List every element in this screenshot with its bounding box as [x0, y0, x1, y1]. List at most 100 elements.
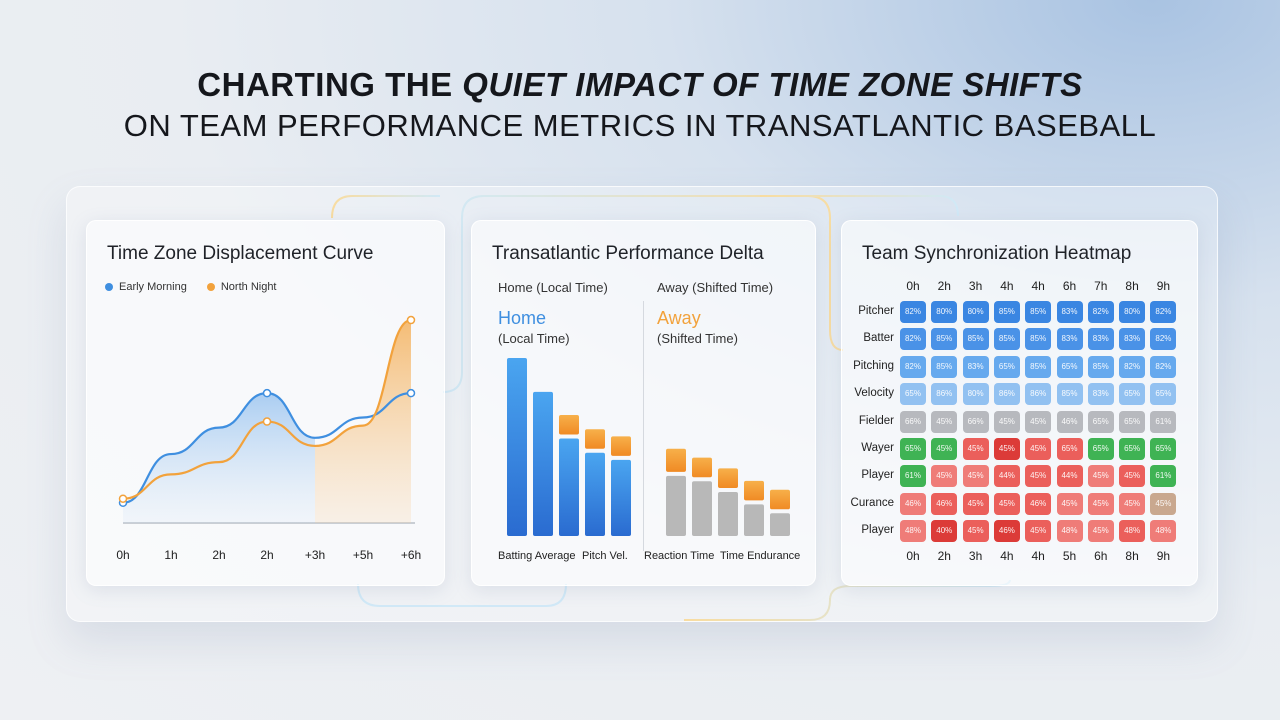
series-0-point-6: [406, 388, 416, 398]
heatmap-cell-6-1: 45%: [931, 465, 958, 488]
heatmap-cell-3-0: 65%: [900, 383, 926, 406]
heatmap-cell-3-4: 86%: [1025, 383, 1052, 406]
heatmap-row-label-6: Player: [861, 469, 894, 482]
away-bar-3: [744, 504, 764, 536]
heatmap-cell-1-1: 85%: [931, 328, 958, 351]
heatmap-cell-5-6: 65%: [1087, 438, 1114, 460]
away-bar-cap-0: [666, 448, 686, 472]
heatmap-cell-5-7: 65%: [1119, 438, 1146, 460]
home-label: Home: [498, 308, 547, 328]
heatmap-cell-6-5: 44%: [1056, 465, 1083, 488]
heatmap-cell-8-8: 48%: [1150, 520, 1177, 543]
heatmap-row-label-7: Curance: [850, 496, 894, 509]
category-label-0: Batting Average: [498, 550, 575, 562]
displacement-title: Time Zone Displacement Curve: [107, 243, 374, 264]
home-bar-0: [507, 358, 527, 536]
heatmap-cell-0-1: 80%: [931, 301, 958, 323]
heatmap-cell-0-5: 83%: [1056, 301, 1083, 323]
heatmap-col-top-7: 8h: [1125, 279, 1139, 293]
heatmap-cell-7-0: 46%: [900, 492, 926, 515]
heatmap-cell-2-1: 85%: [931, 355, 958, 378]
heatmap-cell-7-8: 45%: [1150, 492, 1177, 515]
heatmap-cell-1-4: 85%: [1025, 328, 1052, 351]
legend-item-north: North Night: [206, 281, 277, 293]
heatmap-cell-1-2: 85%: [962, 328, 989, 351]
heatmap-col-top-2: 3h: [968, 279, 983, 293]
heatmap-cell-1-3: 85%: [993, 328, 1020, 351]
heatmap-col-top-5: 6h: [1062, 279, 1077, 293]
heatmap-col-top-6: 7h: [1094, 279, 1108, 293]
heatmap-cell-8-3: 46%: [993, 520, 1020, 543]
heatmap-cell-6-3: 44%: [993, 465, 1020, 488]
heatmap-cell-7-5: 45%: [1056, 492, 1083, 515]
heatmap-col-bottom-2: 3h: [968, 549, 983, 563]
heatmap-cell-0-2: 80%: [962, 301, 989, 323]
heatmap-cell-3-7: 65%: [1119, 383, 1146, 406]
home-bar-3: [585, 452, 605, 536]
legend-dot-blue: [105, 283, 113, 291]
heatmap-cell-3-5: 85%: [1056, 383, 1083, 406]
series-line-1: [122, 318, 412, 500]
heatmap-cell-7-3: 45%: [993, 492, 1020, 515]
heatmap-cell-4-0: 66%: [900, 410, 926, 433]
away-bar-0: [666, 475, 686, 536]
heatmap-cell-5-5: 65%: [1056, 438, 1083, 460]
series-0-point-3: [262, 388, 272, 398]
heatmap-cell-6-0: 61%: [900, 465, 926, 488]
heatmap-cell-3-6: 83%: [1087, 383, 1114, 406]
series-1-point-3: [262, 417, 272, 426]
heatmap-cell-2-8: 82%: [1150, 355, 1177, 378]
heatmap-cell-4-6: 65%: [1087, 410, 1114, 433]
heatmap-cell-4-2: 66%: [962, 410, 989, 433]
delta-title: Transatlantic Performance Delta: [492, 243, 764, 264]
heatmap-cell-7-4: 46%: [1025, 492, 1052, 515]
heatmap-cell-4-7: 65%: [1119, 410, 1146, 433]
heatmap-col-top-1: 2h: [937, 279, 951, 293]
connector-top-right: [760, 195, 959, 217]
heatmap-cell-6-4: 45%: [1025, 465, 1052, 488]
heatmap-cell-1-7: 83%: [1119, 328, 1146, 351]
x-tick-1: 1h: [164, 548, 177, 562]
away-bar-4: [770, 513, 790, 536]
heatmap-col-bottom-8: 9h: [1156, 549, 1171, 563]
heatmap-title: Team Synchronization Heatmap: [862, 243, 1132, 264]
heatmap-cell-5-0: 65%: [900, 438, 926, 460]
heatmap-cell-3-3: 86%: [993, 383, 1020, 406]
heatmap-cell-6-2: 45%: [962, 465, 989, 488]
heatmap-cell-5-8: 65%: [1150, 438, 1177, 460]
home-sublabel: (Local Time): [498, 331, 570, 346]
heatmap-row-label-2: Pitching: [853, 359, 894, 372]
heatmap-cell-7-1: 46%: [931, 492, 958, 515]
home-bar-cap-2: [559, 414, 579, 435]
page-title: CHARTING THE QUIET IMPACT OF TIME ZONE S…: [0, 66, 1280, 104]
heatmap-cell-3-8: 65%: [1150, 383, 1177, 406]
heatmap-cell-8-1: 40%: [931, 520, 958, 543]
heatmap-col-bottom-0: 0h: [906, 549, 920, 563]
home-bar-4: [611, 459, 631, 536]
heatmap-col-top-0: 0h: [906, 279, 920, 293]
heatmap-col-bottom-7: 8h: [1125, 549, 1139, 563]
away-bar-cap-4: [770, 489, 790, 510]
heatmap-cell-8-2: 45%: [962, 520, 989, 543]
heatmap-col-top-3: 4h: [1000, 279, 1014, 293]
away-bar-2: [718, 491, 738, 536]
series-1-point-0: [118, 494, 128, 503]
away-header: Away (Shifted Time): [657, 280, 774, 295]
x-tick-5: +5h: [353, 548, 373, 562]
page-subtitle: ON TEAM PERFORMANCE METRICS IN TRANSATLA…: [123, 108, 1157, 143]
category-label-3: Time Endurance: [720, 550, 800, 562]
heatmap-col-bottom-5: 5h: [1062, 549, 1077, 563]
heatmap-cell-2-3: 65%: [993, 355, 1020, 378]
heatmap-cell-2-6: 85%: [1087, 355, 1114, 378]
legend-label-early: Early Morning: [119, 281, 187, 293]
home-bar-cap-3: [585, 429, 605, 449]
home-header: Home (Local Time): [498, 280, 608, 295]
heatmap-cell-0-6: 82%: [1087, 301, 1114, 323]
category-label-1: Pitch Vel.: [582, 550, 628, 562]
heatmap-panel: Team Synchronization Heatmap 0h 2h 3h 4h 4h 6…: [841, 220, 1198, 586]
displacement-panel: Time Zone Displacement Curve Early Morni…: [86, 220, 445, 586]
x-tick-2: 2h: [212, 548, 225, 562]
heatmap-cell-6-8: 61%: [1150, 465, 1177, 488]
heatmap-cell-7-7: 45%: [1119, 492, 1146, 515]
heatmap-cell-0-4: 85%: [1025, 301, 1052, 323]
